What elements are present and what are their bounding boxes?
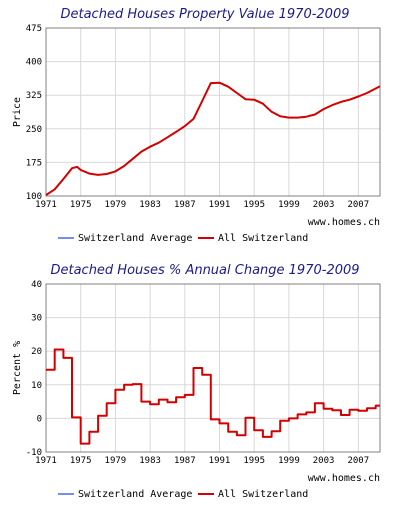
y-tick-label: -10: [26, 448, 42, 458]
x-tick-label: 1999: [278, 456, 300, 466]
chart-svg: Detached Houses % Annual Change 1970-200…: [12, 263, 381, 500]
y-tick-label: 10: [31, 381, 42, 391]
legend: Switzerland Average All Switzerland: [58, 233, 308, 244]
plot-area: [45, 27, 381, 197]
x-tick-label: 1975: [70, 200, 92, 210]
legend-label-all-switzerland: All Switzerland: [218, 489, 308, 500]
x-tick-label: 1983: [139, 456, 161, 466]
chart-svg: Detached Houses Property Value 1970-2009…: [12, 7, 381, 244]
x-tick-label: 2007: [347, 456, 369, 466]
x-tick-label: 1995: [243, 456, 265, 466]
x-tick-label: 2007: [347, 200, 369, 210]
plot-border: [45, 283, 381, 453]
y-tick-label: 400: [26, 58, 42, 68]
x-tick-label: 1979: [105, 200, 127, 210]
source-label: www.homes.ch: [308, 473, 380, 484]
x-tick-label: 1983: [139, 200, 161, 210]
y-axis-label: Price: [12, 97, 23, 127]
x-tick-label: 1999: [278, 200, 300, 210]
legend-label-all-switzerland: All Switzerland: [218, 233, 308, 244]
price-chart: Detached Houses Property Value 1970-2009…: [12, 7, 381, 244]
x-tick-label: 1991: [209, 200, 231, 210]
legend-label-switzerland-average: Switzerland Average: [78, 233, 192, 244]
x-tick-label: 2003: [313, 456, 335, 466]
y-tick-label: 20: [31, 347, 42, 357]
x-tick-label: 1975: [70, 456, 92, 466]
x-tick-label: 2003: [313, 200, 335, 210]
plot-area: [45, 283, 381, 453]
y-tick-label: 40: [31, 280, 42, 290]
legend: Switzerland Average All Switzerland: [58, 489, 308, 500]
chart-title: Detached Houses % Annual Change 1970-200…: [50, 263, 359, 278]
percent-change-chart: Detached Houses % Annual Change 1970-200…: [0, 256, 410, 512]
y-tick-label: 30: [31, 314, 42, 324]
x-tick-label: 1971: [35, 456, 57, 466]
y-tick-label: 0: [37, 414, 42, 424]
x-tick-label: 1979: [105, 456, 127, 466]
y-tick-label: 250: [26, 125, 42, 135]
series-line-all-switzerland: [46, 348, 380, 445]
y-tick-label: 100: [26, 192, 42, 202]
y-axis-label: Percent %: [12, 341, 23, 395]
chart-title: Detached Houses Property Value 1970-2009: [60, 7, 349, 22]
x-tick-label: 1987: [174, 456, 196, 466]
plot-border: [45, 27, 381, 197]
y-tick-label: 325: [26, 91, 42, 101]
x-tick-label: 1995: [243, 200, 265, 210]
legend-label-switzerland-average: Switzerland Average: [78, 489, 192, 500]
source-label: www.homes.ch: [308, 217, 380, 228]
series-line-all-switzerland: [45, 81, 381, 196]
x-tick-label: 1991: [209, 456, 231, 466]
y-tick-label: 475: [26, 24, 42, 34]
x-tick-label: 1971: [35, 200, 57, 210]
y-tick-label: 175: [26, 158, 42, 168]
x-tick-label: 1987: [174, 200, 196, 210]
